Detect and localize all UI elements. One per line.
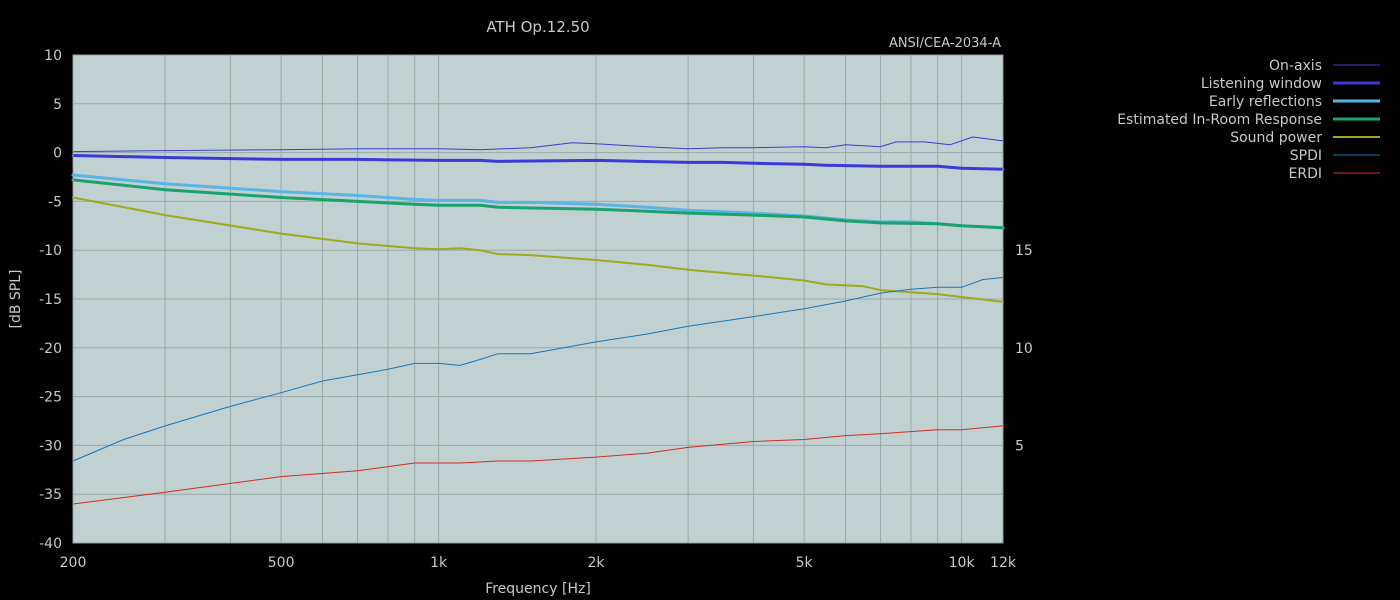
series-line-estimated-in-room-response (71, 178, 1005, 230)
legend-label: ERDI (1289, 166, 1322, 182)
x-tick-label: 12k (990, 555, 1017, 571)
legend-label: Listening window (1201, 76, 1322, 92)
x-tick-label: 1k (430, 555, 448, 571)
y-axis-label: [dB SPL] (8, 270, 24, 329)
y2-tick-label: 10 (1015, 341, 1033, 357)
grid (73, 55, 1003, 543)
y-tick-label: -40 (39, 536, 62, 552)
series-line-on-axis (72, 136, 1004, 153)
x-tick-label: 200 (60, 555, 87, 571)
y-tick-label: -15 (39, 292, 62, 308)
legend-label: On-axis (1269, 58, 1322, 74)
legend: On-axis Listening window Early reflections… (1117, 58, 1380, 182)
y-tick-label: 0 (53, 146, 62, 162)
legend-label: Estimated In-Room Response (1117, 112, 1322, 128)
y-tick-label: -10 (39, 243, 62, 259)
chart-title: ATH Op.12.50 (486, 18, 589, 36)
series-line-listening-window (71, 154, 1005, 171)
y-tick-label: -35 (39, 487, 62, 503)
y-tick-label: -5 (48, 194, 62, 210)
plot-frame (72, 54, 1004, 544)
y-tick-label: -30 (39, 438, 62, 454)
y2-tick-label: 15 (1015, 243, 1033, 259)
y-tick-label: 10 (44, 48, 62, 64)
legend-label: SPDI (1290, 148, 1322, 164)
x-tick-label: 500 (268, 555, 295, 571)
legend-label: Sound power (1230, 130, 1322, 146)
x-tick-label: 5k (796, 555, 814, 571)
y-tick-label: 5 (53, 97, 62, 113)
series-line-erdi (72, 425, 1004, 505)
series-lines (71, 136, 1005, 505)
y-tick-label: -20 (39, 341, 62, 357)
legend-label: Early reflections (1209, 94, 1322, 110)
y2-tick-label: 5 (1015, 438, 1024, 454)
chart-subtitle: ANSI/CEA-2034-A (889, 36, 1001, 51)
x-axis-label: Frequency [Hz] (485, 581, 591, 597)
y-tick-label: -25 (39, 390, 62, 406)
series-line-spdi (72, 277, 1004, 462)
x-tick-label: 10k (949, 555, 976, 571)
x-tick-label: 2k (588, 555, 606, 571)
axes: 200 500 1k 2k 5k 10k 12k 10 5 0 -5 -10 -15 -20 -25 -30 -… (39, 48, 1033, 571)
